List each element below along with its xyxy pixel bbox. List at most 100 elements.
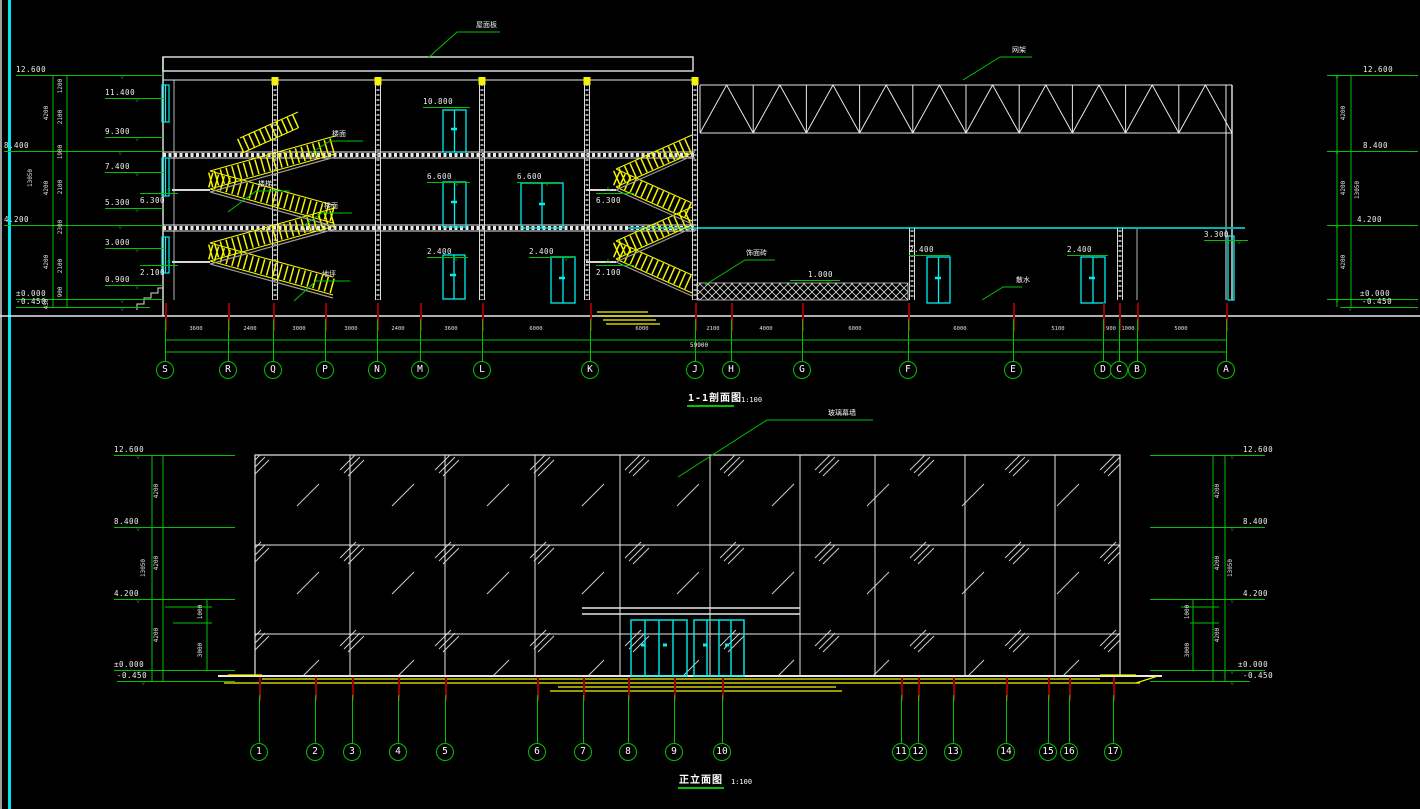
level-triangle-icon: ▽ bbox=[1348, 305, 1353, 313]
grid-red-tick bbox=[273, 303, 275, 331]
grid-letter: L bbox=[479, 364, 485, 375]
grid-leader-line bbox=[1226, 319, 1227, 362]
landing-triangle-icon: △ bbox=[167, 184, 172, 192]
entrance-canopy bbox=[582, 607, 800, 615]
grid-number: 16 bbox=[1063, 746, 1075, 757]
level-value: 3.300 bbox=[1204, 229, 1230, 239]
grid-bubble-letter: N bbox=[368, 303, 386, 379]
level-value: 9.300 bbox=[105, 126, 131, 136]
level-value: 0.900 bbox=[105, 274, 131, 284]
section-wall-windows bbox=[161, 84, 170, 274]
grid-red-tick bbox=[1069, 677, 1071, 701]
level-triangle-icon: ▽ bbox=[136, 668, 141, 676]
vertical-dimension: 2300 bbox=[57, 219, 64, 235]
grid-red-tick bbox=[228, 303, 230, 331]
level-line bbox=[105, 98, 163, 99]
grid-letter: N bbox=[374, 364, 380, 375]
grid-leader-line bbox=[1137, 319, 1138, 362]
grid-red-tick bbox=[1103, 303, 1105, 331]
leader-label: 楼面 bbox=[324, 202, 338, 210]
level-line bbox=[4, 151, 163, 152]
level-value: 5.300 bbox=[105, 197, 131, 207]
grid-bubble-letter: P bbox=[316, 303, 334, 379]
landing-value: 2.100 bbox=[140, 268, 166, 277]
grid-bubble-letter: B bbox=[1128, 303, 1146, 379]
grid-number: 3 bbox=[349, 746, 355, 757]
vertical-dimension: 2100 bbox=[57, 109, 64, 125]
section-floor-slabs bbox=[163, 151, 695, 232]
level-line bbox=[16, 75, 163, 76]
level-triangle-icon: ▽ bbox=[1230, 525, 1235, 533]
level-line bbox=[114, 455, 235, 456]
level-line bbox=[105, 172, 163, 173]
landing-line bbox=[596, 265, 634, 266]
grid-leader-line bbox=[1048, 695, 1049, 744]
grid-red-tick bbox=[1137, 303, 1139, 331]
vertical-dimension: 2100 bbox=[57, 179, 64, 195]
level-value: 4.200 bbox=[1243, 588, 1269, 598]
level-value: ±0.000 bbox=[16, 288, 47, 298]
level-line bbox=[105, 248, 163, 249]
section-decorative-band bbox=[696, 282, 909, 301]
grid-red-tick bbox=[918, 677, 920, 701]
vertical-dimension: 4200 bbox=[1340, 180, 1347, 196]
level-triangle-icon: ▽ bbox=[1230, 668, 1235, 676]
level-line bbox=[790, 280, 840, 281]
grid-bubble-number: 6 bbox=[528, 677, 546, 761]
level-line bbox=[1340, 307, 1418, 308]
section-title-underline bbox=[687, 405, 734, 407]
grid-number: 1 bbox=[256, 746, 262, 757]
level-triangle-icon: ▽ bbox=[135, 135, 140, 143]
gap-dimension: 2400 bbox=[391, 326, 405, 332]
section-doors bbox=[442, 109, 1235, 304]
level-triangle-icon: ▽ bbox=[120, 73, 125, 81]
level-line bbox=[1067, 255, 1108, 256]
grid-bubble-letter: F bbox=[899, 303, 917, 379]
level-line bbox=[1327, 75, 1418, 76]
grid-leader-line bbox=[918, 695, 919, 744]
level-line bbox=[1327, 225, 1418, 226]
grid-bubble-number: 2 bbox=[306, 677, 324, 761]
vertical-dimension: 1000 bbox=[197, 604, 204, 620]
level-value: 1.000 bbox=[808, 269, 834, 279]
grid-bubble-number: 14 bbox=[997, 677, 1015, 761]
level-line bbox=[427, 257, 468, 258]
vertical-dimension: 4200 bbox=[43, 105, 50, 121]
level-value: ±0.000 bbox=[1238, 659, 1269, 669]
grid-red-tick bbox=[953, 677, 955, 701]
vertical-dimension: 1000 bbox=[1184, 604, 1191, 620]
level-triangle-icon: ▽ bbox=[827, 278, 832, 286]
grid-bubble-letter: C bbox=[1110, 303, 1128, 379]
curtain-wall-grid bbox=[218, 454, 1162, 677]
grid-bubble-number: 9 bbox=[665, 677, 683, 761]
level-value: 8.400 bbox=[4, 140, 30, 150]
section-dimension-lines bbox=[52, 75, 1352, 353]
level-value: -0.450 bbox=[1362, 296, 1393, 306]
grid-red-tick bbox=[1113, 677, 1115, 701]
vertical-dimension: 4200 bbox=[153, 483, 160, 499]
gap-dimension: 2100 bbox=[706, 326, 720, 332]
grid-red-tick bbox=[352, 677, 354, 701]
gap-dimension: 5100 bbox=[1051, 326, 1065, 332]
vertical-dimension: 4200 bbox=[1340, 105, 1347, 121]
level-triangle-icon: ▽ bbox=[545, 180, 550, 188]
level-value: 4.200 bbox=[1357, 214, 1383, 224]
grid-leader-line bbox=[1113, 695, 1114, 744]
grid-letter: K bbox=[587, 364, 593, 375]
grid-bubble-letter: E bbox=[1004, 303, 1022, 379]
level-value: -0.450 bbox=[16, 296, 47, 306]
level-value: 4.200 bbox=[114, 588, 140, 598]
grid-leader-line bbox=[590, 319, 591, 362]
grid-leader-line bbox=[1119, 319, 1120, 362]
level-value: 12.600 bbox=[16, 64, 47, 74]
grid-leader-line bbox=[259, 695, 260, 744]
level-value: ±0.000 bbox=[1360, 288, 1391, 298]
level-line bbox=[105, 137, 163, 138]
vertical-dimension: 3000 bbox=[1184, 642, 1191, 658]
vertical-dimension: 4200 bbox=[153, 627, 160, 643]
section-total-dimension: 59900 bbox=[690, 342, 709, 349]
grid-red-tick bbox=[445, 677, 447, 701]
leader-label: 屋面板 bbox=[476, 21, 497, 29]
level-value: 2.400 bbox=[529, 246, 555, 256]
